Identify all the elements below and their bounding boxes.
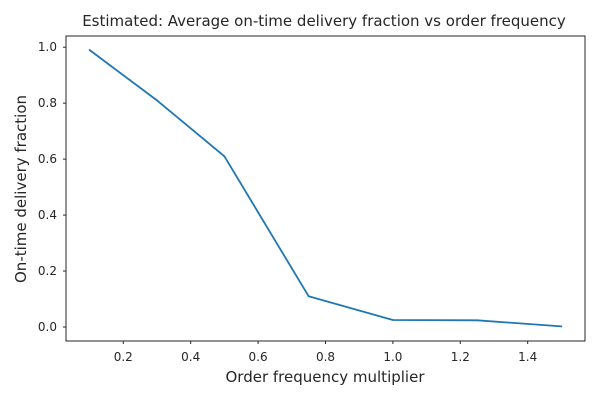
data-point (156, 99, 158, 102)
data-point (307, 295, 310, 298)
data-point (560, 325, 563, 328)
chart-title: Estimated: Average on-time delivery frac… (82, 12, 566, 30)
y-tick-label: 0.4 (38, 208, 57, 222)
y-axis-label: On-time delivery fraction (12, 95, 30, 283)
y-tick-label: 1.0 (38, 40, 57, 54)
plot-frame (65, 35, 586, 342)
x-tick-label: 1.4 (518, 350, 537, 364)
data-point (476, 319, 479, 322)
data-point (223, 155, 226, 158)
x-tick-label: 1.0 (383, 350, 402, 364)
y-tick-label: 0.8 (38, 96, 57, 110)
x-tick-label: 1.2 (451, 350, 470, 364)
x-tick-label: 0.4 (181, 350, 200, 364)
x-tick-label: 0.2 (114, 350, 133, 364)
series-line (89, 49, 562, 328)
data-point (392, 319, 394, 321)
data-point (88, 49, 91, 51)
y-tick-label: 0.0 (38, 320, 57, 334)
series-layer (88, 49, 563, 328)
x-axis-ticks: 0.2 0.4 0.6 0.8 1.0 1.2 1.4 (114, 341, 537, 364)
y-tick-label: 0.6 (38, 152, 57, 166)
x-axis-label: Order frequency multiplier (226, 368, 426, 386)
x-tick-label: 0.6 (249, 350, 268, 364)
x-tick-label: 0.8 (316, 350, 335, 364)
y-tick-label: 0.2 (38, 264, 57, 278)
y-axis-ticks: 0.0 0.2 0.4 0.6 0.8 1.0 (38, 40, 66, 334)
